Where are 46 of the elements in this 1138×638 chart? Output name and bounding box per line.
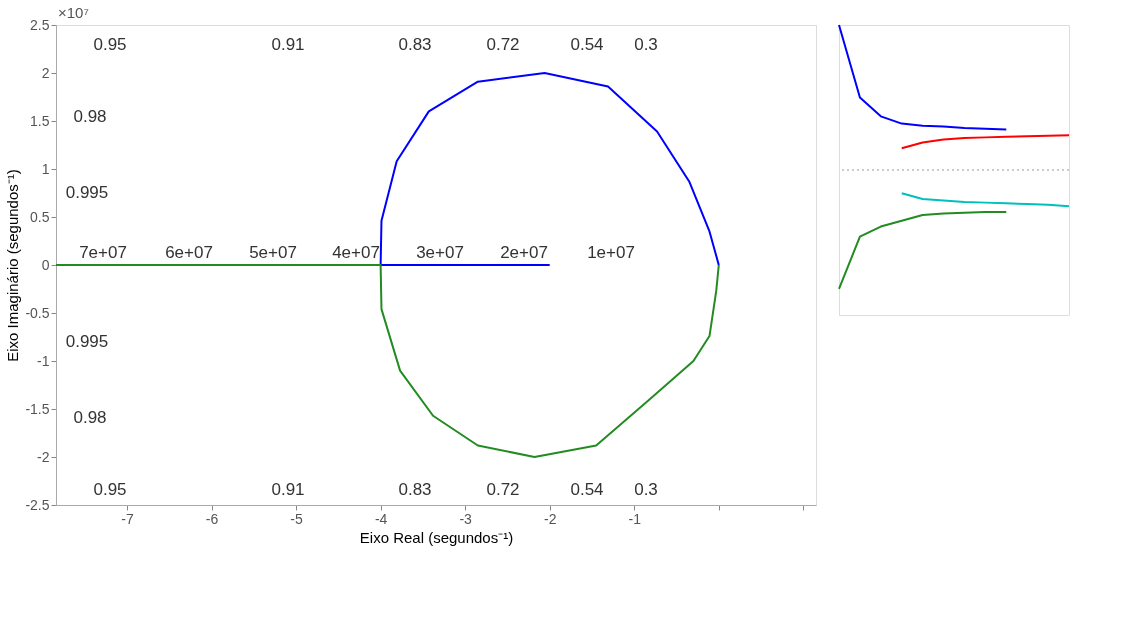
- x-tick-label: -3: [459, 510, 473, 527]
- y-tick-label: 2: [41, 64, 50, 81]
- annotation: 4e+07: [332, 243, 380, 262]
- annotation: 0.72: [486, 480, 520, 499]
- annotation: 0.995: [65, 332, 109, 351]
- line-series: [379, 72, 720, 266]
- line-series: [55, 264, 720, 458]
- annotation: 0.995: [65, 183, 109, 202]
- y-tick-label: 0: [41, 256, 50, 273]
- annotation: 2e+07: [500, 243, 548, 262]
- annotation: 1e+07: [587, 243, 635, 262]
- annotation: 0.95: [93, 35, 127, 54]
- x-tick-label: -4: [374, 510, 388, 527]
- y-tick-label: 1.5: [30, 112, 50, 129]
- annotation: 6e+07: [165, 243, 213, 262]
- annotation: 0.54: [570, 35, 604, 54]
- y-axis-title: Eixo Imaginário (segundos⁻¹): [4, 169, 22, 362]
- annotation: 0.3: [634, 480, 658, 499]
- y-tick-label: -1: [37, 352, 50, 369]
- y-tick-label: -1.5: [25, 400, 50, 417]
- annotation: 3e+07: [416, 243, 464, 262]
- y-tick-label: 0.5: [30, 208, 50, 225]
- y-tick-label: -0.5: [25, 304, 50, 321]
- annotation: 7e+07: [79, 243, 127, 262]
- annotation: 0.72: [486, 35, 520, 54]
- y-tick-label: 1: [41, 160, 50, 177]
- text: ×10⁷: [58, 4, 89, 21]
- y-tick-label: -2.5: [25, 496, 50, 513]
- y-tick-label: 2.5: [30, 16, 50, 33]
- annotation: 0.91: [271, 35, 305, 54]
- x-tick-label: -5: [290, 510, 304, 527]
- annotation: 0.83: [398, 480, 432, 499]
- x-tick-label: -2: [543, 510, 557, 527]
- annotation: 0.3: [634, 35, 658, 54]
- annotation: 0.91: [271, 480, 305, 499]
- x-tick-label: -6: [205, 510, 219, 527]
- annotation: 0.54: [570, 480, 604, 499]
- x-tick-label: -1: [628, 510, 642, 527]
- annotation: 5e+07: [249, 243, 297, 262]
- x-tick-label: -7: [121, 510, 134, 527]
- annotation: 0.98: [73, 107, 107, 126]
- annotation: 0.98: [73, 408, 107, 427]
- annotation: 0.83: [398, 35, 432, 54]
- annotation: 0.95: [93, 480, 127, 499]
- x-axis-title: Eixo Real (segundos⁻¹): [359, 528, 514, 546]
- y-tick-label: -2: [37, 448, 50, 465]
